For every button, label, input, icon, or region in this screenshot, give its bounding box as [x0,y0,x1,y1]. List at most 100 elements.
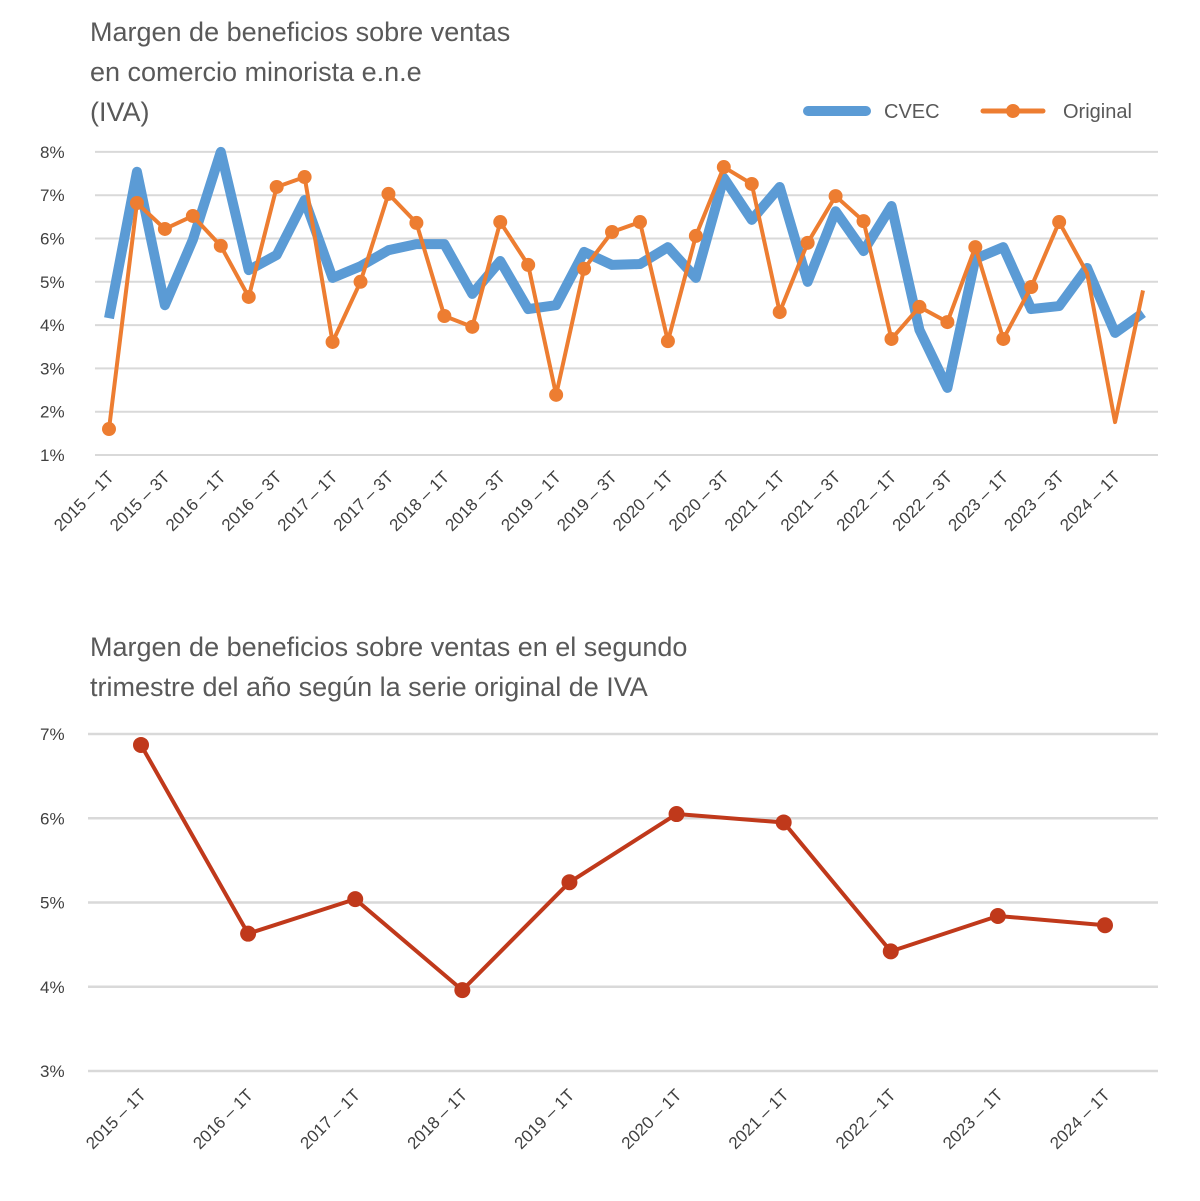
y-tick-label: 7% [40,725,65,744]
data-point [668,806,685,823]
chart-1-title: Margen de beneficios sobre ventas en com… [90,12,690,132]
y-tick-label: 8% [40,143,65,162]
x-tick-label: 2020 – 1T [618,1085,686,1153]
chart-1-title-line: Margen de beneficios sobre ventas [90,17,511,47]
data-point-original [856,214,871,229]
x-tick-label: 2023 – 1T [939,1085,1007,1153]
x-tick-label: 2015 – 1T [82,1085,150,1153]
data-point-original [437,309,452,324]
data-point-original [129,195,144,210]
data-point-original [297,170,312,185]
y-tick-label: 3% [40,1062,65,1081]
data-point-original [772,305,787,320]
chart-1-title-line: en comercio minorista e.n.e [90,57,422,87]
x-tick-label: 2016 – 1T [162,467,230,535]
chart-2-title: Margen de beneficios sobre ventas en el … [90,627,990,707]
series-line-cvec [104,146,1146,393]
data-point-original [269,179,284,194]
x-tick-label: 2019 – 1T [497,467,565,535]
data-point-original [465,319,480,334]
x-tick-label: 2017 – 1T [296,1085,364,1153]
legend-label-original: Original [1063,101,1132,123]
x-tick-label: 2024 – 1T [1046,1085,1114,1153]
data-point-original [381,186,396,201]
data-point [561,874,578,891]
data-point-original [213,238,228,253]
x-tick-label: 2021 – 1T [721,467,789,535]
y-tick-label: 1% [40,446,65,465]
y-tick-label: 4% [40,316,65,335]
x-tick-label: 2021 – 3T [777,467,845,535]
data-point-original [409,215,424,230]
data-point-original [157,221,172,236]
data-point [775,814,792,831]
y-tick-label: 6% [40,230,65,249]
x-tick-label: 2022 – 1T [833,467,901,535]
data-point [989,907,1006,924]
x-tick-label: 2017 – 1T [274,467,342,535]
data-point-original [325,334,340,349]
legend-marker-original [1006,104,1020,118]
data-point [347,891,364,908]
data-point-original [1024,279,1039,294]
y-tick-label: 6% [40,809,65,828]
data-point-original [241,289,256,304]
x-tick-label: 2018 – 1T [386,467,454,535]
x-tick-label: 2015 – 1T [50,467,118,535]
x-tick-label: 2015 – 3T [106,467,174,535]
data-point-original [940,315,955,330]
data-point-original [185,208,200,223]
x-tick-label: 2022 – 3T [889,467,957,535]
data-point-original [1052,215,1067,230]
data-point-original [996,331,1011,346]
chart-2-title-line: trimestre del año según la serie origina… [90,672,648,702]
chart-2-title-line: Margen de beneficios sobre ventas en el … [90,632,688,662]
x-tick-label: 2020 – 1T [609,467,677,535]
data-point-original [828,189,843,204]
data-point-original [577,261,592,276]
y-tick-label: 4% [40,978,65,997]
x-tick-label: 2022 – 1T [832,1085,900,1153]
x-tick-label: 2018 – 1T [404,1085,472,1153]
x-tick-label: 2016 – 3T [218,467,286,535]
data-point-original [493,215,508,230]
y-tick-label: 5% [40,273,65,292]
data-point-original [688,228,703,243]
x-tick-label: 2019 – 3T [553,467,621,535]
y-tick-label: 2% [40,403,65,422]
data-point-original [716,160,731,175]
x-tick-label: 2020 – 3T [665,467,733,535]
x-tick-label: 2016 – 1T [189,1085,257,1153]
x-tick-label: 2023 – 3T [1000,467,1068,535]
legend-label-cvec: CVEC [884,101,940,123]
data-point [882,943,899,960]
data-point [454,982,471,999]
x-tick-label: 2017 – 3T [330,467,398,535]
data-point [1097,917,1113,934]
y-tick-label: 7% [40,186,65,205]
x-tick-label: 2021 – 1T [725,1085,793,1153]
data-point-original [549,387,564,402]
series-line-original [107,165,1145,430]
x-tick-label: 2023 – 1T [945,467,1013,535]
x-tick-label: 2018 – 3T [441,467,509,535]
data-point-original [968,240,983,255]
data-point-original [800,235,815,250]
data-point-original [632,215,647,230]
x-tick-label: 2024 – 1T [1056,467,1124,535]
data-point-original [353,274,368,289]
series-line [139,743,1106,993]
data-point [133,736,149,753]
data-point-original [660,334,675,349]
data-point-original [884,331,899,346]
y-tick-label: 5% [40,894,65,913]
data-point-original [102,422,116,437]
chart-1-title-line: (IVA) [90,97,150,127]
x-tick-label: 2019 – 1T [511,1085,579,1153]
data-point-original [912,299,927,314]
y-tick-label: 3% [40,359,65,378]
data-point-original [744,176,759,191]
data-point [240,925,257,942]
data-point-original [521,257,536,272]
